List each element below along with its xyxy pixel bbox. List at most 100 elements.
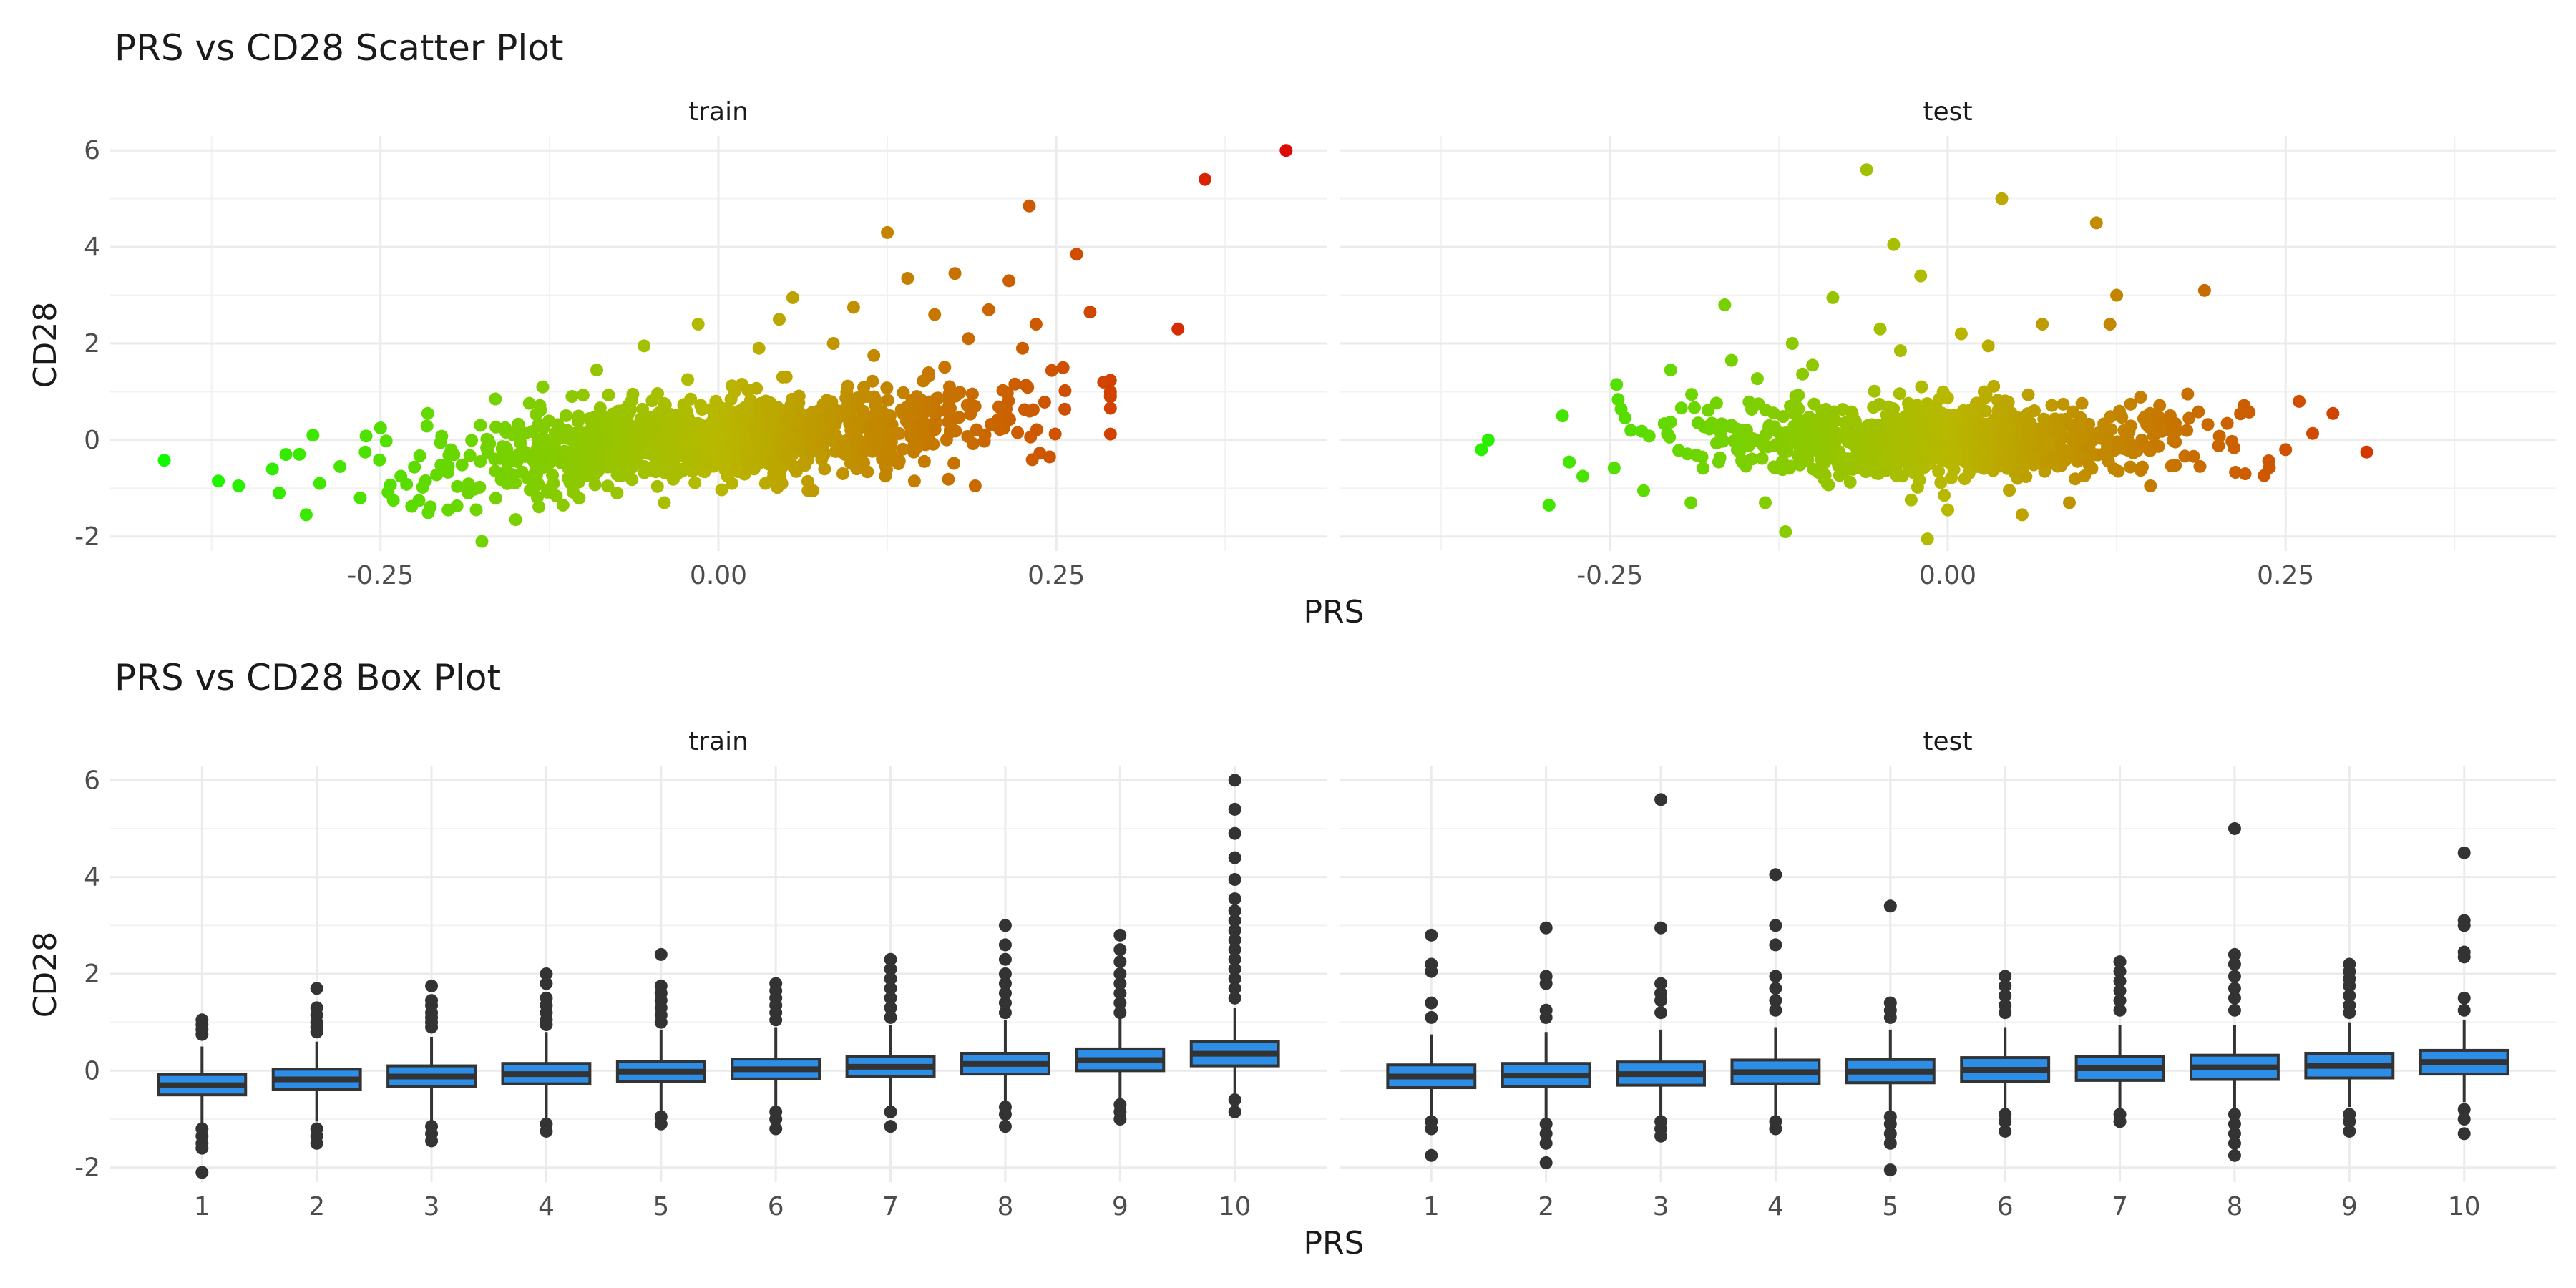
scatter-point — [2041, 436, 2055, 449]
scatter-point — [1954, 327, 1968, 341]
scatter-point — [463, 449, 477, 462]
scatter-point — [1542, 498, 1556, 512]
box-outlier-point — [1539, 1136, 1553, 1150]
scatter-point — [694, 399, 708, 412]
box-strip-train: train — [688, 727, 748, 756]
scatter-point — [576, 389, 590, 402]
scatter-point — [1724, 353, 1738, 367]
box-outlier-point — [998, 987, 1012, 1000]
box-chart-title: PRS vs CD28 Box Plot — [114, 657, 501, 698]
scatter-point — [1958, 424, 1971, 438]
box-outlier-point — [1425, 1148, 1438, 1162]
scatter-point — [928, 308, 942, 321]
scatter-point — [684, 415, 698, 429]
scatter-point — [1614, 402, 1628, 416]
scatter-point — [2124, 460, 2137, 474]
scatter-point — [897, 386, 910, 399]
scatter-point — [488, 452, 502, 466]
scatter-point — [550, 489, 563, 503]
scatter-y-tick-label: 4 — [84, 233, 100, 262]
scatter-point — [1002, 274, 1016, 288]
scatter-point — [2134, 464, 2147, 477]
scatter-point — [907, 438, 921, 452]
scatter-point — [869, 398, 882, 411]
scatter-point — [1902, 399, 1916, 413]
scatter-point — [2103, 318, 2117, 331]
scatter-point — [784, 399, 798, 412]
scatter-point — [451, 479, 464, 493]
scatter-point — [1103, 427, 1117, 441]
box-x-tick-label: 8 — [997, 1192, 1013, 1221]
box-outlier-point — [1228, 962, 1241, 976]
scatter-point — [1171, 322, 1185, 336]
scatter-point — [408, 460, 421, 474]
scatter-point — [1695, 450, 1709, 464]
scatter-point — [947, 457, 961, 470]
scatter-point — [1703, 422, 1717, 436]
scatter-point — [1860, 163, 1873, 177]
scatter-point — [2019, 470, 2033, 484]
scatter-point — [482, 433, 495, 447]
scatter-point — [537, 421, 550, 435]
scatter-point — [1871, 418, 1885, 431]
box-outlier-point — [2113, 955, 2127, 969]
box-outlier-point — [540, 1018, 553, 1032]
scatter-point — [2263, 461, 2276, 474]
scatter-point — [1974, 446, 1987, 459]
box-x-tick-label: 9 — [1112, 1192, 1128, 1221]
scatter-point — [806, 484, 820, 497]
box-outlier-point — [425, 979, 439, 992]
scatter-point — [931, 391, 945, 405]
box-outlier-point — [1654, 1006, 1668, 1020]
scatter-point — [725, 477, 738, 490]
box-outlier-point — [2228, 821, 2241, 835]
scatter-point — [681, 373, 695, 386]
scatter-point — [455, 458, 469, 472]
box-outlier-point — [2113, 1003, 2127, 1017]
box-x-tick-label: 4 — [1767, 1192, 1784, 1221]
scatter-point — [1724, 420, 1737, 434]
box-x-tick-label: 9 — [2341, 1192, 2358, 1221]
scatter-point — [1607, 461, 1621, 474]
box-y-tick-label: 6 — [84, 766, 100, 795]
scatter-point — [2045, 399, 2059, 412]
scatter-point — [1475, 443, 1488, 457]
scatter-point — [773, 313, 786, 326]
scatter-point — [2075, 432, 2089, 446]
box-outlier-point — [1999, 970, 2012, 983]
scatter-point — [1923, 406, 1936, 419]
scatter-point — [1999, 417, 2013, 431]
box-outlier-point — [2228, 957, 2241, 971]
box-x-tick-label: 6 — [768, 1192, 784, 1221]
scatter-point — [2152, 439, 2165, 453]
scatter-point — [420, 419, 434, 433]
scatter-point — [1785, 337, 1799, 350]
scatter-point — [2038, 464, 2051, 478]
scatter-point — [1759, 404, 1772, 417]
scatter-point — [1737, 456, 1750, 469]
scatter-point — [888, 427, 902, 441]
scatter-point — [2124, 397, 2137, 411]
box-x-tick-label: 2 — [1538, 1192, 1554, 1221]
scatter-point — [880, 381, 894, 395]
scatter-point — [1815, 404, 1829, 418]
scatter-point — [1890, 451, 1904, 464]
scatter-point — [621, 455, 635, 469]
box-outlier-point — [1654, 977, 1668, 990]
scatter-point — [2279, 443, 2293, 457]
scatter-point — [1979, 425, 1992, 439]
scatter-point — [1610, 378, 1624, 391]
scatter-point — [1019, 379, 1033, 392]
scatter-point — [654, 436, 668, 449]
scatter-point — [1941, 503, 1954, 517]
scatter-point — [1718, 298, 1732, 312]
scatter-point — [500, 444, 514, 457]
scatter-point — [725, 379, 738, 393]
scatter-point — [2089, 216, 2103, 230]
scatter-point — [1893, 387, 1906, 401]
box-outlier-point — [1228, 924, 1241, 937]
scatter-point — [1818, 468, 1832, 482]
scatter-point — [359, 429, 373, 443]
scatter-point — [1847, 427, 1860, 441]
